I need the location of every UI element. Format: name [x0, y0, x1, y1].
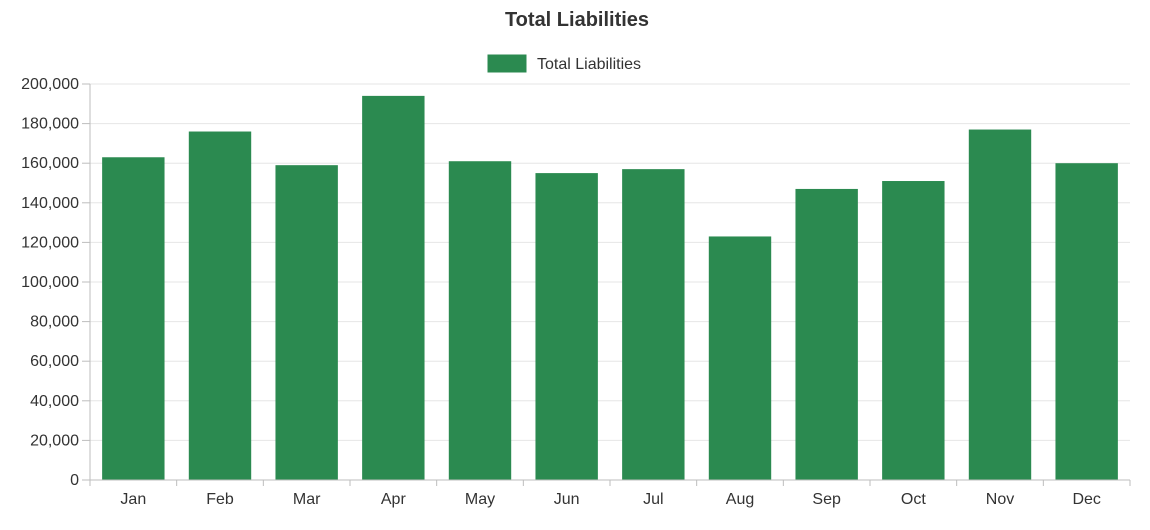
- y-tick-label: 80,000: [30, 314, 79, 331]
- x-tick-label: Sep: [812, 491, 841, 508]
- bar-may[interactable]: [448, 161, 512, 480]
- bar-aug[interactable]: [708, 236, 772, 480]
- legend[interactable]: Total Liabilities: [486, 53, 641, 74]
- y-tick-label: 120,000: [21, 234, 79, 251]
- x-tick-label: Mar: [293, 491, 321, 508]
- x-axis-ticks: Jan Feb Mar Apr May Jun Jul Aug Sep Oct Nov Dec: [89, 480, 1131, 508]
- y-tick-label: 0: [70, 472, 79, 489]
- bar-jun[interactable]: [535, 173, 598, 480]
- bar-nov[interactable]: [968, 129, 1032, 481]
- x-tick-label: Feb: [206, 491, 234, 508]
- y-tick-label: 180,000: [21, 116, 79, 133]
- y-tick-label: 140,000: [21, 195, 79, 212]
- x-tick-label: Dec: [1072, 491, 1100, 508]
- legend-label[interactable]: Total Liabilities: [537, 56, 641, 73]
- bar-feb[interactable]: [188, 131, 252, 480]
- y-tick-label: 100,000: [21, 274, 79, 291]
- y-tick-label: 60,000: [30, 353, 79, 370]
- bar-dec[interactable]: [1055, 163, 1118, 480]
- x-tick-label: Aug: [726, 491, 754, 508]
- y-tick-label: 40,000: [30, 393, 79, 410]
- y-axis-ticks: 0 20,000 40,000 60,000 80,000 100,000 120,000 1…: [21, 76, 90, 489]
- y-tick-label: 160,000: [21, 155, 79, 172]
- bar-jan[interactable]: [102, 157, 165, 480]
- x-tick-label: Nov: [986, 491, 1014, 508]
- legend-swatch[interactable]: [486, 53, 528, 74]
- bar-mar[interactable]: [275, 165, 338, 480]
- bars: [102, 95, 1118, 481]
- y-tick-label: 200,000: [21, 76, 79, 93]
- chart-title: Total Liabilities: [505, 9, 649, 31]
- x-tick-label: Jul: [643, 491, 663, 508]
- x-tick-label: Oct: [901, 491, 926, 508]
- x-tick-label: Apr: [381, 491, 407, 508]
- x-tick-label: May: [465, 491, 495, 508]
- grid-lines: [90, 83, 1130, 441]
- bar-oct[interactable]: [882, 181, 945, 480]
- bar-apr[interactable]: [362, 95, 425, 480]
- y-tick-label: 20,000: [30, 432, 79, 449]
- x-tick-label: Jun: [554, 491, 580, 508]
- x-tick-label: Jan: [120, 491, 146, 508]
- bar-sep[interactable]: [795, 188, 858, 480]
- bar-jul[interactable]: [622, 169, 685, 480]
